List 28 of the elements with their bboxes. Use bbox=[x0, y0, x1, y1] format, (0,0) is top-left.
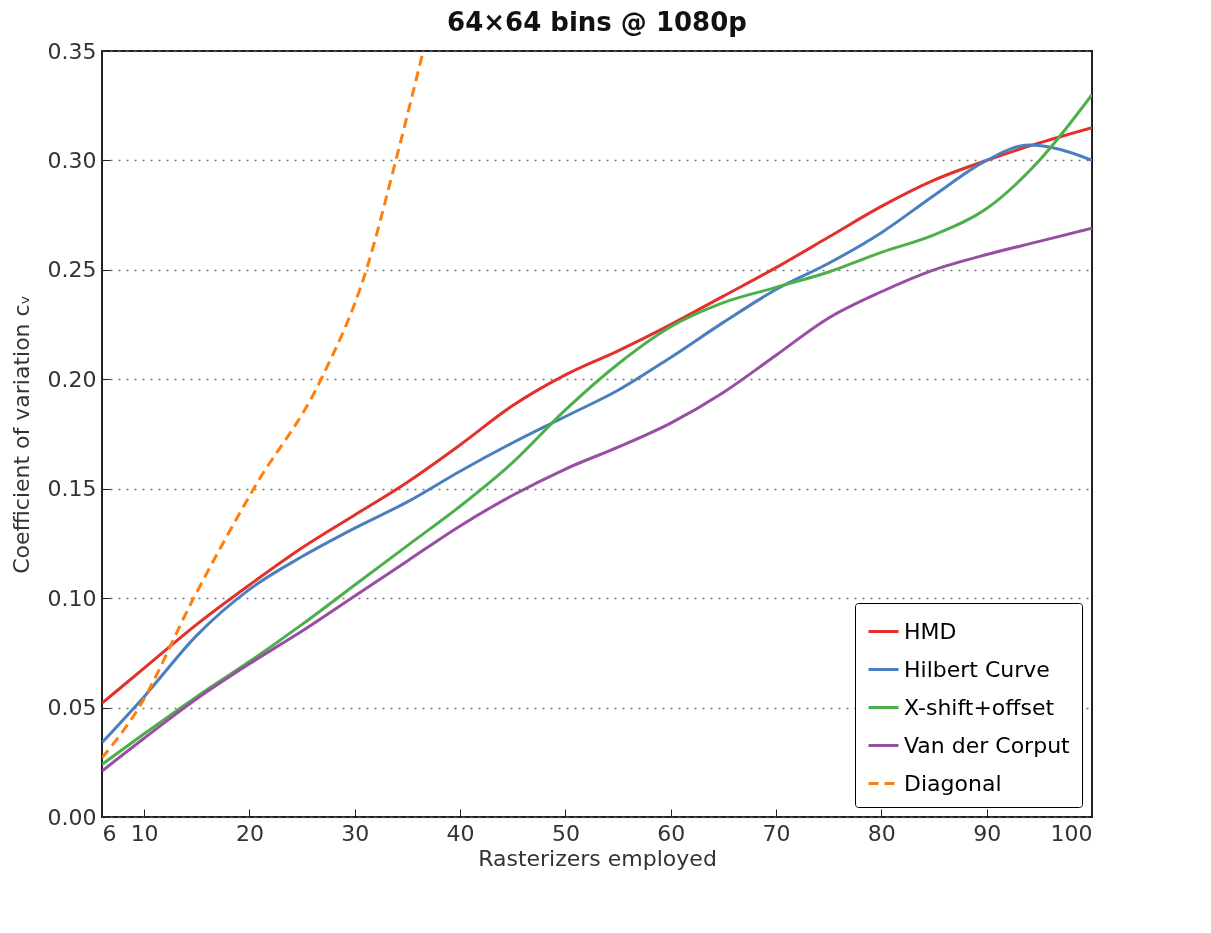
y-tick-label: 0.25 bbox=[47, 257, 97, 283]
chart-title: 64×64 bins @ 1080p bbox=[447, 7, 747, 37]
x-tick-label: 60 bbox=[657, 820, 686, 846]
y-tick-label: 0.10 bbox=[47, 585, 97, 611]
y-tick-label: 0.00 bbox=[47, 804, 97, 830]
x-tick-label: 20 bbox=[235, 820, 264, 846]
x-tick-label: 40 bbox=[446, 820, 475, 846]
x-tick-label: 90 bbox=[973, 820, 1002, 846]
x-axis-title: Rasterizers employed bbox=[478, 845, 717, 871]
line-series bbox=[102, 226, 1092, 773]
legend-label: X-shift+offset bbox=[904, 694, 1055, 720]
y-tick-label: 0.20 bbox=[47, 366, 97, 392]
y-axis-title: Coefficient of variation cᵥ bbox=[8, 295, 34, 574]
legend-label: HMD bbox=[904, 618, 957, 644]
x-tick-label: 10 bbox=[130, 820, 159, 846]
y-tick-label: 0.15 bbox=[47, 476, 97, 502]
x-tick-label: 50 bbox=[551, 820, 580, 846]
legend-label: Diagonal bbox=[904, 770, 1002, 796]
x-tick-label: 6 bbox=[102, 820, 117, 846]
y-tick-label: 0.30 bbox=[47, 147, 97, 173]
y-tick-label: 0.05 bbox=[47, 695, 97, 721]
x-tick-label: 100 bbox=[1050, 820, 1093, 846]
x-tick-label: 70 bbox=[762, 820, 791, 846]
x-tick-label: 80 bbox=[867, 820, 896, 846]
x-tick-label: 30 bbox=[341, 820, 370, 846]
y-tick-label: 0.35 bbox=[47, 38, 97, 64]
legend-label: Van der Corput bbox=[904, 732, 1071, 758]
legend-label: Hilbert Curve bbox=[904, 656, 1050, 682]
